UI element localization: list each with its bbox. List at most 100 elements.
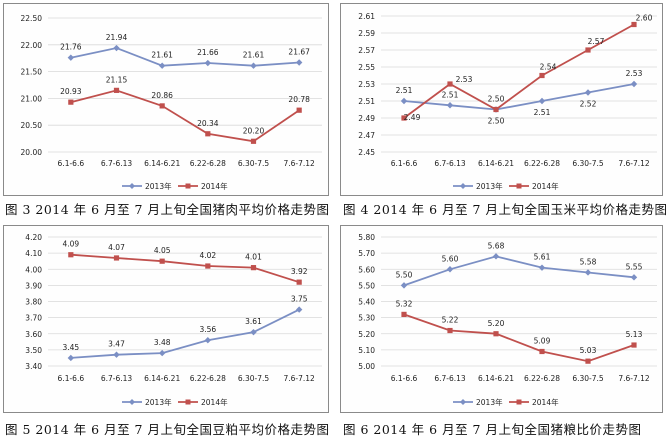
y-tick-label: 2.57 <box>358 46 375 55</box>
x-tick-label: 6.7-6.13 <box>434 159 466 168</box>
data-label: 3.56 <box>199 325 216 334</box>
hog-grain-ratio-chart: 5.00 5.10 5.20 5.30 5.40 5.50 5.60 5.70 5.80 6.1-… <box>358 233 657 407</box>
y-tick-label: 2.49 <box>358 114 375 123</box>
data-point-2013 <box>158 62 166 69</box>
y-tick-label: 22.00 <box>21 41 43 50</box>
data-label: 5.03 <box>580 346 597 355</box>
x-tick-label: 6.14-6.21 <box>478 159 514 168</box>
y-tick-label: 4.10 <box>25 249 42 258</box>
data-label: 2.49 <box>404 113 421 122</box>
data-label: 21.15 <box>106 75 128 84</box>
data-label: 4.05 <box>154 246 171 255</box>
legend-marker-2013 <box>460 183 466 189</box>
soymeal-price-chart-caption: 图 5 2014 年 6 月至 7 月上旬全国豆粕平均价格走势图 <box>5 422 330 437</box>
series-line-2014 <box>70 253 300 284</box>
x-tick-label: 6.30-7.5 <box>238 159 270 168</box>
data-point-2014 <box>113 87 120 93</box>
data-point-2013 <box>295 59 303 66</box>
y-tick-label: 20.50 <box>21 121 43 130</box>
data-point-2014 <box>585 47 591 53</box>
y-tick-label: 2.47 <box>358 131 375 140</box>
data-label: 2.60 <box>636 14 653 23</box>
data-point-2013 <box>67 354 75 362</box>
data-label: 2.50 <box>488 117 505 126</box>
y-tick-label: 2.59 <box>358 29 375 38</box>
y-tick-label: 3.40 <box>25 362 42 371</box>
y-tick-label: 2.45 <box>358 148 375 157</box>
hog-grain-ratio-chart-panel: 5.00 5.10 5.20 5.30 5.40 5.50 5.60 5.70 5.80 6.1-… <box>340 225 663 413</box>
soymeal-price-chart: 3.40 3.50 3.60 3.70 3.80 3.90 4.00 4.10 4.20 6.1-… <box>25 233 322 407</box>
data-point-2014 <box>493 331 499 337</box>
data-label: 20.34 <box>197 119 219 128</box>
data-label: 2.54 <box>540 63 557 72</box>
corn-price-chart: 2.45 2.47 2.49 2.51 2.53 2.55 2.57 2.59 2.61 6.1-… <box>358 12 657 191</box>
y-tick-label: 3.60 <box>25 330 42 339</box>
data-label: 2.57 <box>588 37 605 46</box>
data-point-2013 <box>400 97 408 105</box>
x-tick-label: 7.6-7.12 <box>618 374 650 383</box>
data-point-2013 <box>538 264 546 271</box>
data-point-2014 <box>159 258 165 264</box>
y-tick-label: 3.50 <box>25 346 42 355</box>
data-label: 3.47 <box>108 340 125 349</box>
y-tick-label: 5.80 <box>358 233 375 242</box>
data-label: 5.61 <box>534 253 551 262</box>
pork-price-chart-panel: 20.00 20.50 21.00 21.50 22.00 22.50 6.1-6.6 6.7… <box>3 3 329 196</box>
legend-label: 2014年 <box>532 181 559 191</box>
series-line-2014 <box>70 89 300 143</box>
y-tick-label: 2.55 <box>358 63 375 72</box>
legend-marker-2013 <box>460 399 466 405</box>
x-tick-label: 6.22-6.28 <box>524 159 560 168</box>
data-label: 4.01 <box>245 253 262 262</box>
data-label: 5.09 <box>534 336 551 345</box>
y-tick-label: 5.00 <box>358 362 375 371</box>
data-point-2013 <box>584 269 592 276</box>
y-tick-label: 5.30 <box>358 314 375 323</box>
data-point-2014 <box>447 327 453 334</box>
legend-label: 2013年 <box>145 397 172 407</box>
data-point-2013 <box>538 97 546 105</box>
data-point-2013 <box>250 328 257 336</box>
data-point-2014 <box>250 138 257 144</box>
series-line-2013 <box>403 255 635 287</box>
y-tick-label: 3.80 <box>25 298 42 307</box>
series-line-2014 <box>403 23 635 119</box>
y-tick-label: 2.51 <box>358 97 375 106</box>
data-point-2014 <box>68 252 74 258</box>
y-tick-label: 5.70 <box>358 249 375 258</box>
data-label: 5.55 <box>626 262 643 271</box>
series-line-2013 <box>70 308 300 359</box>
y-tick-label: 5.20 <box>358 330 375 339</box>
legend-label: 2013年 <box>476 397 503 407</box>
data-point-2013 <box>113 351 120 358</box>
series-line-2013 <box>70 47 300 67</box>
data-point-2013 <box>113 44 120 52</box>
hog-grain-ratio-chart-caption: 图 6 2014 年 6 月至 7 月上旬全国猪粮比价走势图 <box>343 422 642 437</box>
x-tick-label: 7.6-7.12 <box>618 159 650 168</box>
data-label: 5.22 <box>442 316 459 325</box>
data-point-2014 <box>296 279 302 285</box>
y-tick-label: 21.00 <box>21 94 43 103</box>
x-tick-label: 6.14-6.21 <box>144 374 180 383</box>
corn-price-chart-caption: 图 4 2014 年 6 月至 7 月上旬全国玉米平均价格走势图 <box>343 202 666 217</box>
data-point-2013 <box>400 282 408 289</box>
data-point-2013 <box>204 59 212 67</box>
data-point-2014 <box>493 106 499 113</box>
data-point-2014 <box>205 263 211 269</box>
data-label: 20.93 <box>60 87 82 96</box>
data-label: 5.13 <box>626 330 643 339</box>
x-tick-label: 6.1-6.6 <box>58 374 85 383</box>
data-label: 20.86 <box>151 91 173 100</box>
x-tick-label: 6.1-6.6 <box>391 374 418 383</box>
data-label: 5.32 <box>396 299 413 308</box>
data-label: 5.20 <box>488 319 505 328</box>
series-line-2014 <box>403 313 635 363</box>
x-tick-label: 6.1-6.6 <box>58 159 85 168</box>
data-point-2013 <box>630 274 638 281</box>
x-tick-label: 6.14-6.21 <box>478 374 514 383</box>
x-tick-label: 6.14-6.21 <box>144 159 180 168</box>
data-point-2014 <box>159 103 165 109</box>
x-tick-label: 6.30-7.5 <box>572 159 604 168</box>
data-point-2014 <box>401 115 407 121</box>
data-point-2013 <box>67 54 75 61</box>
